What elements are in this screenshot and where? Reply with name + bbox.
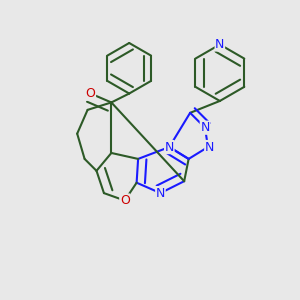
Text: O: O: [120, 194, 130, 207]
Text: N: N: [165, 140, 174, 154]
Text: N: N: [200, 121, 210, 134]
Text: N: N: [215, 38, 224, 51]
Text: N: N: [205, 140, 214, 154]
Text: O: O: [85, 87, 95, 100]
Text: N: N: [156, 187, 165, 200]
